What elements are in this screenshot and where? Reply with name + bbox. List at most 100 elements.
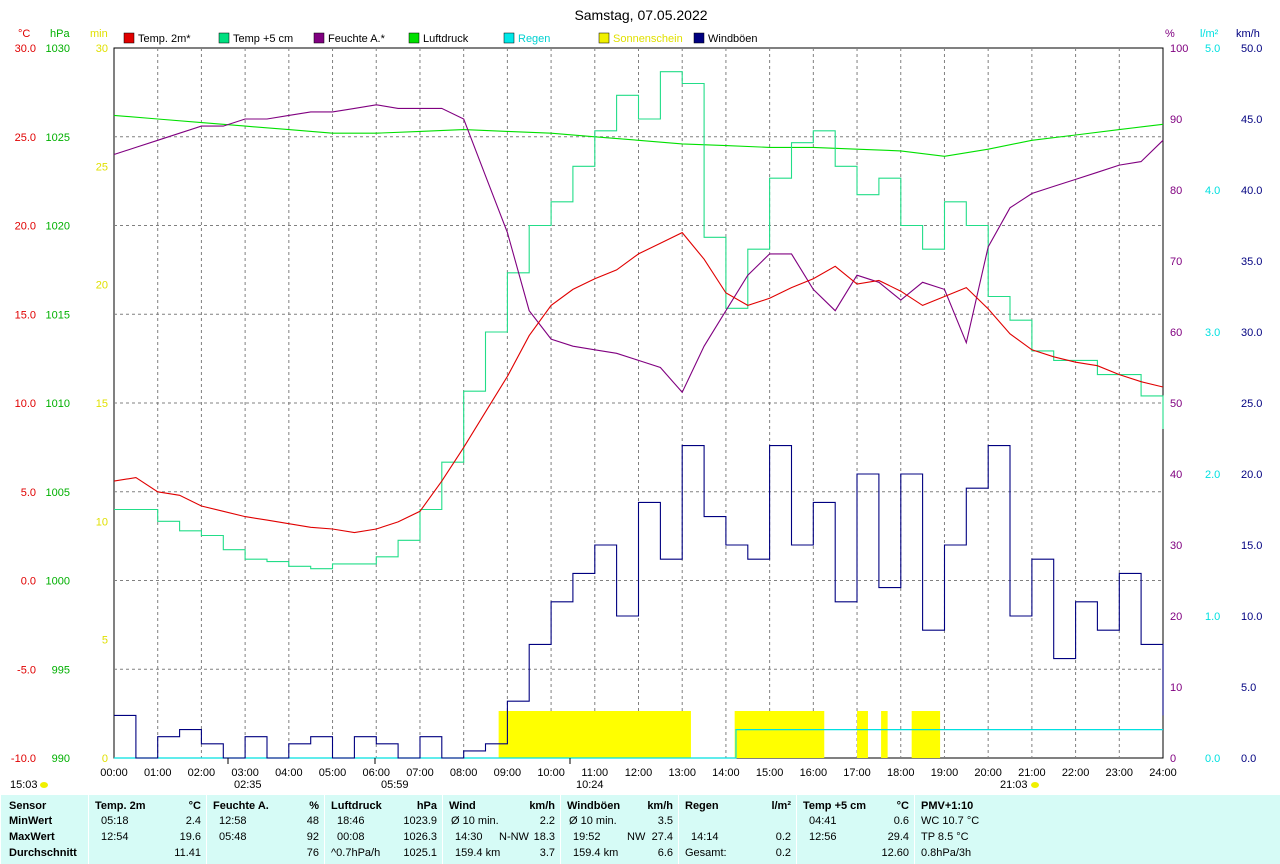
x-axis-tick: 02:00 <box>188 767 216 779</box>
pressure-axis-tick: 1000 <box>46 576 70 588</box>
x-axis-tick: 04:00 <box>275 767 303 779</box>
sunshine-bar <box>857 711 868 758</box>
sun-axis-tick: 25 <box>96 161 108 173</box>
x-axis-tick: 19:00 <box>931 767 959 779</box>
row-label-avg: Durchschnitt <box>9 847 77 859</box>
stats-unit-pressure: hPa <box>416 800 437 812</box>
pmv-pressure-trend: 0.8hPa/3h <box>921 847 972 859</box>
x-axis-tick: 11:00 <box>581 767 608 779</box>
x-axis-tick: 22:00 <box>1062 767 1090 779</box>
gust-axis-tick: 0.0 <box>1241 753 1256 765</box>
stats-header-gust: Windböen <box>567 800 621 812</box>
series-line-temp-5-cm <box>114 71 1164 570</box>
temp-axis-tick: -5.0 <box>17 664 36 676</box>
t5-max-value: 29.4 <box>887 831 909 843</box>
chart-title: Samstag, 07.05.2022 <box>574 7 707 23</box>
hum-min-value: 48 <box>306 815 319 827</box>
gust-max-direction: NW <box>627 831 646 843</box>
marker-time-right: 21:03 <box>1000 779 1028 790</box>
press-max-time: 00:08 <box>337 831 365 843</box>
rain-axis-tick: 2.0 <box>1205 469 1220 481</box>
humidity-axis-tick: 90 <box>1170 114 1182 126</box>
temp-avg-value: 11.41 <box>174 847 201 859</box>
pressure-axis-tick: 1025 <box>46 132 70 144</box>
humidity-axis-tick: 50 <box>1170 398 1182 410</box>
pressure-axis-tick: 1010 <box>46 398 70 410</box>
sunshine-bar <box>911 711 941 758</box>
stats-col-pressure: Luftdruck hPa 18:46 1023.9 00:08 1026.3 ^0.… <box>324 795 443 864</box>
rain-total-value: 0.2 <box>775 847 791 859</box>
stats-unit-rain: l/m² <box>771 800 791 812</box>
x-axis-tick: 10:00 <box>537 767 565 779</box>
hum-min-time: 12:58 <box>219 815 247 827</box>
rain-max-time: 14:14 <box>691 831 719 843</box>
stats-col-sensor: Sensor MinWert MaxWert Durchschnitt <box>0 795 89 864</box>
sun-axis-tick: 30 <box>96 43 108 55</box>
gust-distance: 159.4 km <box>573 847 619 859</box>
stats-col-wind: Wind km/h Ø 10 min. 2.2 14:30 N-NW 18.3 159.… <box>442 795 561 864</box>
gust-axis-tick: 10.0 <box>1241 611 1262 623</box>
wind-max-direction: N-NW <box>499 831 529 843</box>
sun-marker-icon <box>40 782 48 788</box>
press-max-value: 1026.3 <box>403 831 437 843</box>
x-axis-tick: 00:00 <box>100 767 128 779</box>
rain-axis-tick: 3.0 <box>1205 327 1220 339</box>
stats-header-pressure: Luftdruck <box>331 800 382 812</box>
legend-label: Luftdruck <box>423 33 469 45</box>
press-avg-value: 1025.1 <box>403 847 437 859</box>
sun-axis-tick: 15 <box>96 398 108 410</box>
series-line-luftdruck <box>113 114 1164 157</box>
temp-axis-tick: 0.0 <box>21 576 36 588</box>
marker-time: 02:35 <box>234 779 262 790</box>
stats-col-temp: Temp. 2m °C 05:18 2.4 12:54 19.6 11.41 <box>88 795 207 864</box>
legend-label: Temp. 2m* <box>138 33 191 45</box>
marker-time: 05:59 <box>381 779 409 790</box>
x-axis-tick: 01:00 <box>144 767 172 779</box>
series-line-feuchte-a- <box>113 104 1164 394</box>
gust-avg10-value: 3.5 <box>657 815 673 827</box>
sun-axis-tick: 0 <box>102 753 108 765</box>
sun-axis-tick: 20 <box>96 280 108 292</box>
x-axis-tick: 14:00 <box>712 767 740 779</box>
temp-min-value: 2.4 <box>185 815 201 827</box>
gust-axis-tick: 50.0 <box>1241 43 1262 55</box>
press-trend: ^0.7hPa/h <box>331 847 381 859</box>
x-axis-tick: 09:00 <box>494 767 522 779</box>
stats-header-sensor: Sensor <box>9 800 47 812</box>
legend-swatch <box>313 32 325 44</box>
temp-axis-tick: 15.0 <box>15 309 36 321</box>
series-line-temp-2m- <box>113 231 1164 534</box>
stats-unit-humidity: % <box>309 800 319 812</box>
gust-axis-tick: 40.0 <box>1241 185 1262 197</box>
stats-table: Sensor MinWert MaxWert Durchschnitt Temp… <box>0 795 1280 864</box>
gust-axis-tick: 20.0 <box>1241 469 1262 481</box>
sun-axis-unit: min <box>90 28 108 40</box>
x-axis-tick: 06:00 <box>362 767 390 779</box>
stats-header-rain: Regen <box>685 800 719 812</box>
stats-unit-wind: km/h <box>529 800 555 812</box>
humidity-axis-tick: 60 <box>1170 327 1182 339</box>
legend-swatch <box>218 32 230 44</box>
t5-min-time: 04:41 <box>809 815 837 827</box>
stats-col-pmv: PMV+1:10 WC 10.7 °C TP 8.5 °C 0.8hPa/3h <box>914 795 1280 864</box>
pressure-axis-tick: 1005 <box>46 487 70 499</box>
stats-col-rain: Regen l/m² 14:14 0.2 Gesamt: 0.2 <box>678 795 797 864</box>
stats-col-humidity: Feuchte A.% 12:58 48 05:48 92 76 <box>206 795 325 864</box>
marker-time-left: 15:03 <box>10 779 38 790</box>
stats-header-temp: Temp. 2m <box>95 800 146 812</box>
press-min-value: 1023.9 <box>403 815 437 827</box>
wind-avg-label: Ø 10 min. <box>451 815 499 827</box>
hum-avg-value: 76 <box>306 847 319 859</box>
wind-avg10-value: 2.2 <box>539 815 555 827</box>
x-axis-tick: 05:00 <box>319 767 347 779</box>
sunshine-bar <box>734 711 825 758</box>
legend-label: Sonnenschein <box>613 33 683 45</box>
series-lines <box>113 71 1164 759</box>
marker-time: 10:24 <box>576 779 604 790</box>
humidity-axis-tick: 10 <box>1170 682 1182 694</box>
legend-swatch <box>503 32 515 44</box>
x-axis-tick: 08:00 <box>450 767 478 779</box>
stats-col-temp5: Temp +5 cm °C 04:41 0.6 12:56 29.4 12.60 <box>796 795 915 864</box>
humidity-axis-tick: 100 <box>1170 43 1188 55</box>
press-min-time: 18:46 <box>337 815 365 827</box>
